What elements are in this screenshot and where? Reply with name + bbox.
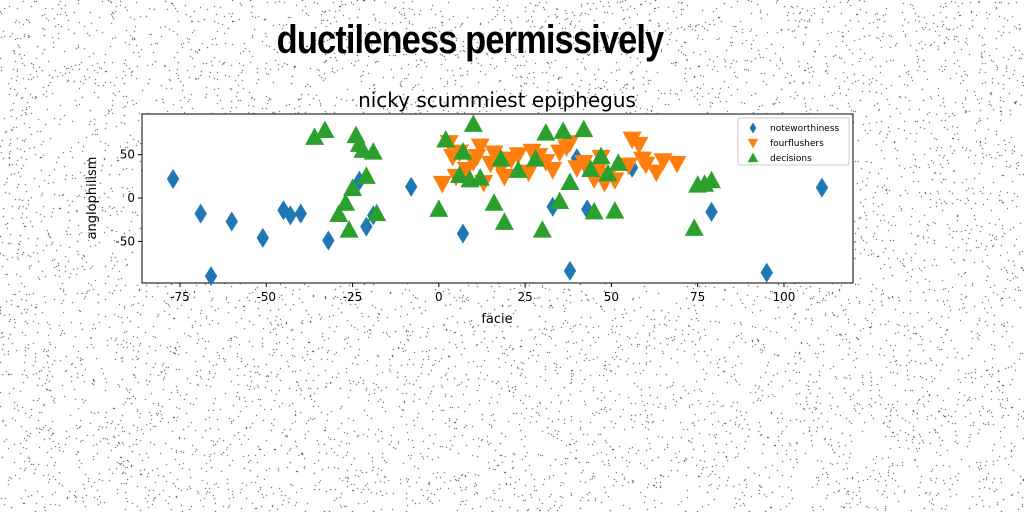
decisions-marker [356,166,376,184]
legend: noteworthiness fourflushers decisions [737,117,850,166]
fourflushers-marker [508,147,528,165]
noteworthiness-marker [256,227,270,248]
fourflushers-marker [560,135,580,153]
decisions-marker [684,218,704,236]
x-tick-label: 0 [435,290,443,304]
noteworthiness-marker [294,203,307,224]
decisions-marker [605,201,625,219]
noteworthiness-marker [815,177,829,198]
fourflushers-marker [636,156,656,175]
legend-marker-decisions [747,152,759,163]
decisions-marker [367,203,387,222]
noteworthiness-marker [360,216,373,237]
noteworthiness-marker [405,176,418,197]
decisions-marker [574,119,594,138]
decisions-marker [532,220,552,238]
noteworthiness-marker [760,262,773,283]
y-tick-label: 50 [120,148,135,162]
noteworthiness-marker [284,205,297,226]
noteworthiness-marker [166,169,180,189]
y-axis-ticks: -50 0 50 [115,148,142,248]
fourflushers-marker [629,136,649,155]
decisions-marker [536,123,556,141]
decisions-marker [305,127,325,145]
decisions-marker [508,160,528,178]
decisions-marker [363,142,383,160]
fourflushers-marker [543,161,563,180]
legend-marker-noteworthiness [749,122,757,134]
fourflushers-marker [646,164,666,183]
noteworthiness-marker [204,266,218,287]
legend-box [737,117,850,166]
decisions-marker [429,199,449,217]
legend-label-noteworthiness: noteworthiness [770,124,840,134]
decisions-marker [560,172,580,190]
fourflushers-marker [484,145,504,163]
decisions-marker [484,193,504,211]
fourflushers-marker [519,164,539,183]
y-tick-label: -50 [115,234,135,248]
decisions-marker [470,168,490,186]
decisions-marker [339,220,359,238]
legend-label-fourflushers: fourflushers [770,139,824,149]
fourflushers-marker [432,175,452,194]
decisions-marker [598,163,618,182]
x-tick-label: -75 [170,290,190,304]
decisions-marker [494,212,514,230]
data-markers [166,114,829,287]
decisions-marker [453,142,473,160]
decisions-marker [591,146,611,164]
chart-title: nicky scummiest epiphegus [358,88,636,112]
decisions-marker [608,153,628,171]
decisions-marker [329,204,349,223]
decisions-marker [550,191,570,210]
decisions-marker [525,149,545,167]
decisions-marker [450,165,470,184]
decisions-marker [463,114,483,132]
decisions-marker [343,178,363,197]
noteworthiness-marker [194,203,207,224]
noteworthiness-marker [581,199,594,220]
fourflushers-marker [667,155,687,174]
fourflushers-marker [574,155,594,173]
decisions-marker [491,149,511,167]
x-tick-label: 75 [690,290,705,304]
fourflushers-marker [470,138,490,157]
x-axis-ticks: -75 -50 -25 0 25 50 75 100 [170,283,795,304]
decisions-marker [701,170,721,189]
decisions-marker [553,121,573,139]
fourflushers-marker [619,157,639,176]
y-axis-label: anglophilism [85,157,100,240]
noteworthiness-marker [456,223,470,244]
plot-area [141,113,854,284]
decisions-marker [315,120,335,138]
x-tick-label: 50 [604,290,619,304]
noteworthiness-marker [563,260,577,281]
decisions-marker [436,130,456,148]
x-tick-label: 25 [517,290,532,304]
figure-title: ductileness permissively [276,18,664,62]
noteworthiness-marker [225,211,238,232]
decisions-marker [581,159,601,177]
x-axis-label: facie [481,312,512,327]
decisions-marker [336,193,356,211]
y-tick-label: 0 [127,191,135,205]
fourflushers-marker [494,168,514,187]
x-tick-label: -25 [343,290,363,304]
decisions-marker [584,201,604,220]
fourflushers-marker [653,153,673,171]
noteworthiness-marker [322,230,335,251]
x-tick-label: 100 [773,290,796,304]
noteworthiness-marker [705,201,718,222]
legend-marker-fourflushers [747,138,759,149]
legend-label-decisions: decisions [770,154,812,164]
x-tick-label: -50 [256,290,276,304]
